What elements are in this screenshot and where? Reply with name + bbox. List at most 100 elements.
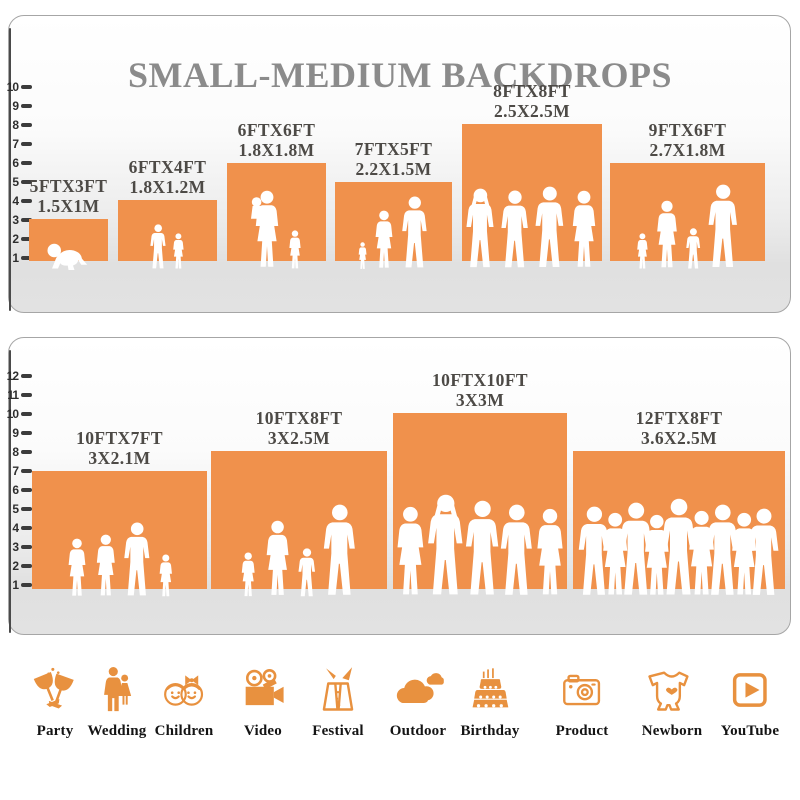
birthday-icon: [472, 668, 508, 708]
boy-silhouette: [686, 228, 701, 269]
backdrop-bar-10x10ft: 10FTX10FT 3X3M: [393, 370, 567, 595]
page-title: SMALL-MEDIUM BACKDROPS: [127, 55, 672, 96]
size-ft-text: 12FTX8FT: [635, 408, 723, 428]
y-axis-tick-label: 7: [12, 464, 19, 478]
woman-silhouette: [657, 200, 678, 268]
size-m-text: 1.8X1.2M: [129, 177, 206, 197]
y-axis-tick-label: 12: [6, 369, 19, 383]
category-festival: Festival: [312, 664, 364, 740]
category-label: Wedding: [87, 723, 147, 739]
mother-with-child-silhouette: [251, 190, 283, 270]
boy-silhouette: [150, 224, 166, 269]
newborn-icon: [648, 671, 689, 711]
woman-silhouette: [375, 210, 393, 268]
y-axis-tick: 9: [0, 424, 32, 442]
size-ft-text: 10FTX7FT: [76, 428, 163, 448]
man-silhouette: [500, 190, 528, 268]
size-ft-text: 10FTX8FT: [255, 408, 343, 428]
y-axis-tick: 10: [0, 78, 32, 96]
category-label: YouTube: [720, 723, 780, 739]
tick-dash: [21, 431, 32, 435]
man-silhouette: [748, 508, 779, 595]
y-axis-tick: 7: [0, 135, 32, 153]
people-silhouettes: [335, 196, 452, 270]
product-icon: [563, 674, 601, 706]
category-label: Video: [244, 723, 282, 739]
category-birthday: Birthday: [460, 664, 519, 740]
people-silhouettes: [211, 504, 387, 598]
people-silhouettes: [462, 186, 602, 270]
tick-dash: [21, 104, 32, 108]
bar-size-label: 6FTX4FT 1.8X1.2M: [129, 157, 207, 197]
size-m-text: 3.6X2.5M: [640, 428, 718, 448]
tick-dash: [21, 469, 32, 473]
girl-silhouette: [159, 554, 172, 597]
man-silhouette: [124, 522, 150, 596]
category-label: Outdoor: [389, 723, 447, 739]
size-m-text: 2.5X2.5M: [493, 101, 571, 121]
category-newborn: Newborn: [642, 664, 703, 740]
girl-silhouette: [636, 233, 648, 269]
category-product: Product: [556, 664, 609, 740]
y-axis-tick-label: 8: [12, 445, 19, 459]
category-youtube: YouTube: [721, 664, 779, 740]
tick-dash: [21, 393, 32, 397]
y-axis-tick: 12: [0, 367, 32, 385]
y-axis-tick-label: 3: [12, 540, 19, 554]
toddler-silhouette: [358, 242, 367, 269]
bar-size-label: 9FTX6FT 2.7X1.8M: [649, 120, 727, 160]
size-m-text: 1.5X1M: [37, 196, 100, 216]
man-silhouette: [500, 504, 532, 595]
y-axis-tick-label: 8: [12, 118, 19, 132]
y-axis-tick: 1: [0, 576, 32, 594]
backdrop-bar-12x8ft: 12FTX8FT 3.6X2.5M: [573, 408, 785, 595]
man-silhouette: [464, 188, 497, 270]
woman-silhouette: [572, 190, 596, 267]
wedding-icon: [104, 667, 132, 712]
tick-dash: [21, 412, 32, 416]
size-ft-text: 9FTX6FT: [648, 120, 727, 140]
video-icon: [245, 668, 284, 706]
y-axis-tick: 8: [0, 443, 32, 461]
tick-dash: [21, 123, 32, 127]
woman-silhouette: [68, 538, 86, 596]
man-silhouette: [323, 504, 355, 595]
bar-size-label: 12FTX8FT 3.6X2.5M: [636, 408, 723, 448]
size-ft-text: 7FTX5FT: [354, 139, 433, 159]
tick-dash: [21, 256, 32, 260]
y-axis-tick-label: 9: [12, 99, 19, 113]
man-silhouette: [708, 184, 738, 267]
people-silhouettes: [393, 494, 567, 598]
man-silhouette: [535, 186, 563, 268]
size-ft-text: 6FTX4FT: [128, 157, 207, 177]
bottom-y-axis-line: [9, 350, 11, 633]
backdrop-bar-5x3ft: 5FTX3FT 1.5X1M: [29, 176, 108, 270]
tick-dash: [21, 583, 32, 587]
tick-dash: [21, 507, 32, 511]
category-video: Video: [237, 664, 289, 740]
y-axis-tick-label: 3: [12, 213, 19, 227]
category-outdoor: Outdoor: [390, 664, 446, 740]
y-axis-tick: 4: [0, 192, 32, 210]
tick-dash: [21, 199, 32, 203]
bar-size-label: 5FTX3FT 1.5X1M: [30, 176, 108, 216]
size-m-text: 1.8X1.8M: [238, 140, 315, 160]
y-axis-tick-label: 9: [12, 426, 19, 440]
tick-dash: [21, 526, 32, 530]
y-axis-tick: 3: [0, 211, 32, 229]
category-label: Party: [36, 723, 74, 739]
festival-icon: [322, 667, 354, 711]
man-silhouette: [425, 494, 467, 598]
category-row: Party Wedding: [0, 658, 800, 778]
tick-dash: [21, 142, 32, 146]
y-axis-tick: 9: [0, 97, 32, 115]
category-wedding: Wedding: [88, 664, 147, 740]
outdoor-icon: [397, 673, 444, 703]
bar-size-label: 10FTX8FT 3X2.5M: [256, 408, 343, 448]
category-label: Birthday: [460, 723, 520, 739]
woman-silhouette: [96, 534, 115, 596]
backdrop-bar-10x7ft: 10FTX7FT 3X2.1M: [32, 428, 207, 597]
size-m-text: 3X2.1M: [88, 448, 151, 468]
tick-dash: [21, 545, 32, 549]
y-axis-tick-label: 10: [6, 80, 19, 94]
